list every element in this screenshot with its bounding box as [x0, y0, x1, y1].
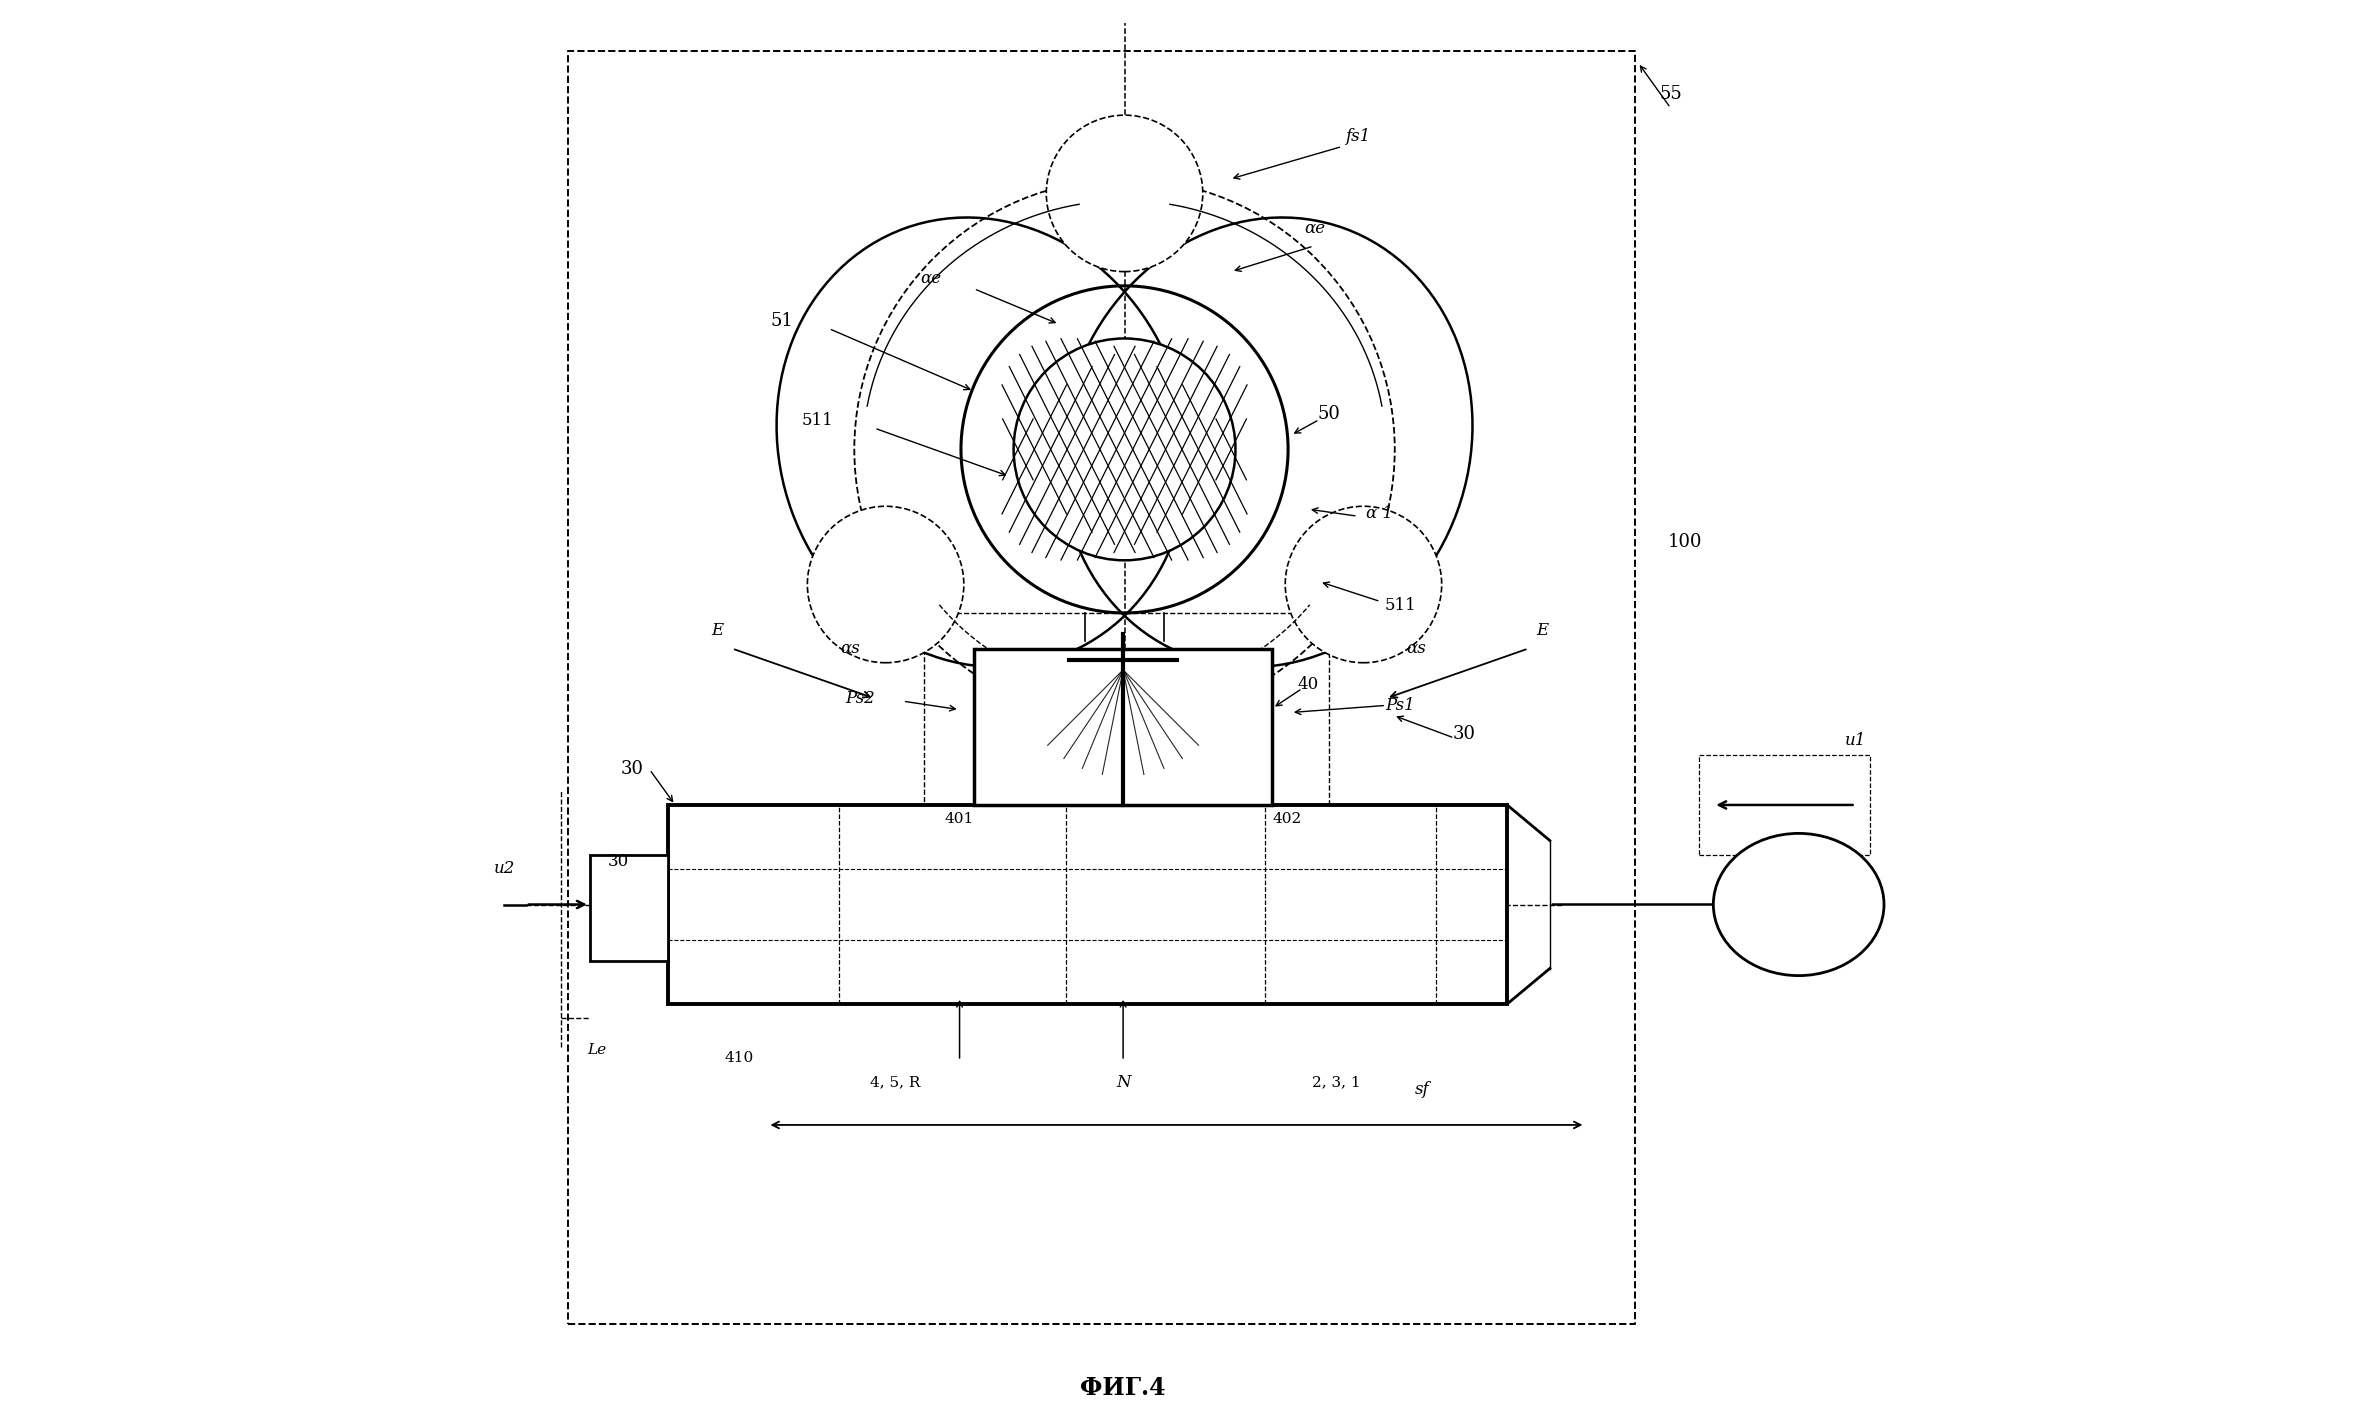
Text: fp2: fp2 — [986, 727, 1012, 741]
Text: E: E — [1536, 621, 1548, 638]
Text: αs: αs — [840, 640, 859, 657]
Bar — [975, 648, 1272, 805]
Text: 30: 30 — [607, 854, 628, 871]
Text: N: N — [1116, 1074, 1130, 1090]
Text: Lc: Lc — [1050, 426, 1071, 443]
Text: Ps2: Ps2 — [845, 690, 876, 707]
Text: ФИГ.4: ФИГ.4 — [1081, 1377, 1166, 1399]
Text: αe: αe — [920, 271, 942, 288]
Text: 410: 410 — [725, 1052, 753, 1064]
Circle shape — [807, 506, 963, 663]
Text: 50: 50 — [1317, 405, 1340, 423]
Circle shape — [1286, 506, 1442, 663]
Text: αe: αe — [1305, 221, 1326, 238]
Ellipse shape — [1713, 834, 1883, 976]
Text: u1: u1 — [1846, 732, 1867, 750]
Text: Le: Le — [588, 1043, 607, 1056]
Text: 511: 511 — [802, 412, 833, 429]
Text: 401: 401 — [944, 812, 975, 826]
Text: 402: 402 — [1272, 812, 1300, 826]
Text: 511: 511 — [1385, 597, 1416, 614]
Bar — [668, 805, 1508, 1005]
Text: 2, 3, 1: 2, 3, 1 — [1312, 1076, 1362, 1089]
Text: E: E — [713, 621, 725, 638]
Circle shape — [1012, 339, 1237, 560]
Text: 51: 51 — [769, 312, 793, 331]
Text: 4, 5, R: 4, 5, R — [871, 1076, 920, 1089]
Text: 55: 55 — [1659, 86, 1683, 103]
Text: fp1: fp1 — [1182, 727, 1206, 741]
Text: α 1: α 1 — [1366, 504, 1392, 522]
Text: fs1: fs1 — [1345, 128, 1371, 145]
Text: αs: αs — [1407, 640, 1425, 657]
Text: u2: u2 — [493, 861, 514, 878]
Text: 30: 30 — [621, 761, 644, 778]
Text: 30: 30 — [1454, 725, 1475, 742]
Text: 100: 100 — [1669, 533, 1702, 551]
Text: 40: 40 — [1298, 675, 1319, 693]
Text: sf: sf — [1414, 1082, 1430, 1097]
Text: Ps1: Ps1 — [1385, 697, 1416, 714]
Bar — [590, 855, 668, 962]
Circle shape — [1045, 115, 1204, 272]
Text: 20, 21, 22, 23: 20, 21, 22, 23 — [1744, 898, 1853, 912]
